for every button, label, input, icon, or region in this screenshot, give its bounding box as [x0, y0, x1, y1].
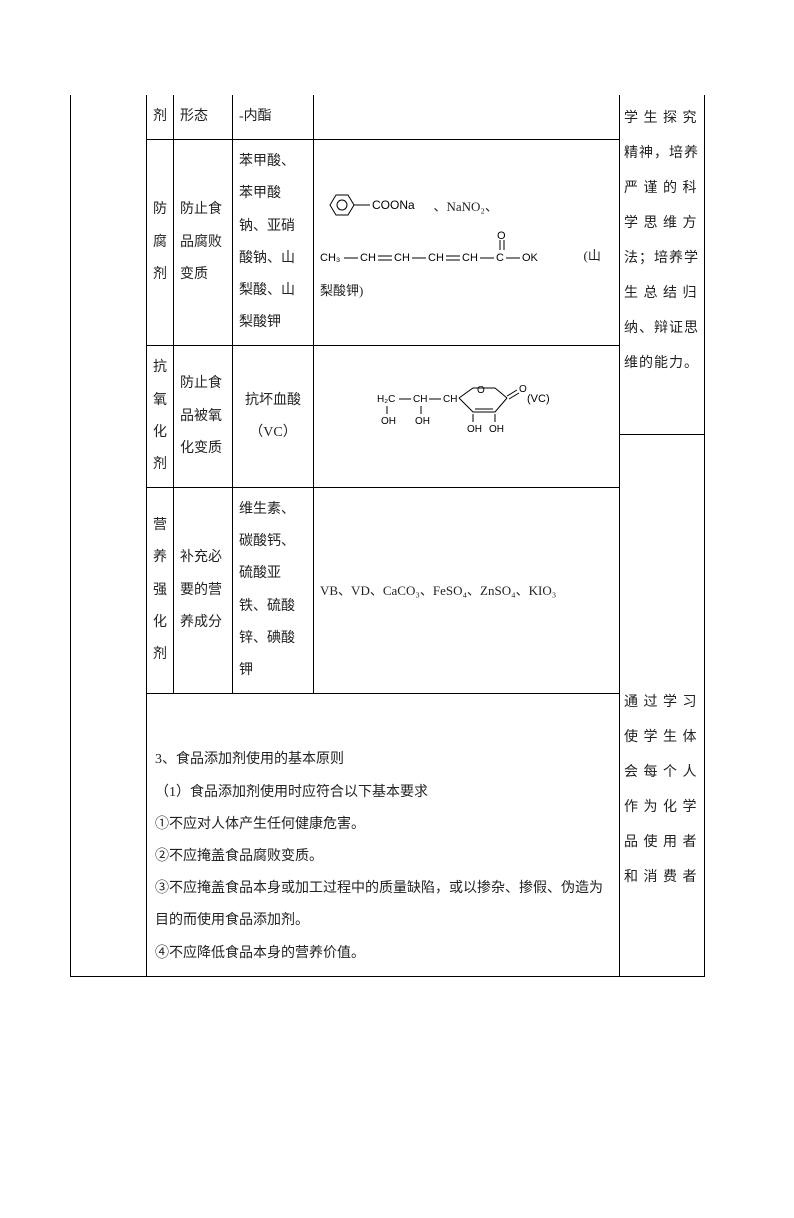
svg-text:O: O [519, 384, 527, 395]
outer-layout-table: 剂 形态 -内酯 防腐剂 防止食品腐败变质 苯甲酸、苯甲酸钠、亚硝酸钠、山梨酸、… [70, 95, 705, 977]
cell-examples: 抗坏血酸（VC） [233, 346, 314, 488]
svg-text:O: O [477, 385, 485, 396]
svg-text:OK: OK [522, 252, 539, 264]
outer-main-cell: 剂 形态 -内酯 防腐剂 防止食品腐败变质 苯甲酸、苯甲酸钠、亚硝酸钠、山梨酸、… [147, 95, 620, 976]
svg-text:OH: OH [415, 416, 430, 427]
svg-text:CH: CH [462, 252, 478, 264]
cell-function: 形态 [174, 95, 233, 140]
principle-item: ④不应降低食品本身的营养价值。 [155, 938, 611, 970]
section-basic-principles: 3、食品添加剂使用的基本原则 （1）食品添加剂使用时应符合以下基本要求 ①不应对… [147, 694, 619, 976]
svg-text:CH: CH [428, 252, 444, 264]
right-notes-text: 学 生 探 究精神，培养严 谨 的 科学 思 维 方法；培养学生 总 结 归纳、… [624, 111, 699, 371]
cell-examples: -内酯 [233, 95, 314, 140]
svg-text:CH: CH [360, 252, 376, 264]
text-nano2: 、NaNO₂、 [434, 199, 498, 214]
cell-function: 防止食品被氧化变质 [174, 346, 233, 488]
cell-examples: 苯甲酸、苯甲酸钠、亚硝酸钠、山梨酸、山梨酸钾 [233, 140, 314, 346]
svg-text:OH: OH [467, 424, 482, 435]
table-row: 防腐剂 防止食品腐败变质 苯甲酸、苯甲酸钠、亚硝酸钠、山梨酸、山梨酸钾 [147, 140, 619, 346]
cell-category-preservative: 防腐剂 [147, 140, 174, 346]
additive-classification-table: 剂 形态 -内酯 防腐剂 防止食品腐败变质 苯甲酸、苯甲酸钠、亚硝酸钠、山梨酸、… [147, 95, 619, 694]
svg-text:CH: CH [443, 394, 457, 405]
section-title: 3、食品添加剂使用的基本原则 [155, 744, 611, 776]
right-notes-cell-1: 学 生 探 究精神，培养严 谨 的 科学 思 维 方法；培养学生 总 结 归纳、… [620, 95, 705, 434]
table-row: 剂 形态 -内酯 [147, 95, 619, 140]
label-coona: COONa [372, 198, 415, 212]
svg-text:OH: OH [381, 416, 396, 427]
cell-text: 抗氧化剂 [153, 360, 167, 472]
cell-examples: 维生素、碳酸钙、硫酸亚铁、硫酸锌、碘酸钾 [233, 488, 314, 694]
cell-function: 防止食品腐败变质 [174, 140, 233, 346]
table-row: 抗氧化剂 防止食品被氧化变质 抗坏血酸（VC） H₂C CH CH [147, 346, 619, 488]
svg-text:O: O [497, 231, 506, 242]
svg-text:(VC): (VC) [527, 393, 550, 405]
cell-formula-preservative: COONa 、NaNO₂、 CH₃ CH [314, 140, 620, 346]
structure-ascorbic-icon: H₂C CH CH OH OH [377, 380, 557, 453]
principle-item: ①不应对人体产生任何健康危害。 [155, 809, 611, 841]
page: 剂 形态 -内酯 防腐剂 防止食品腐败变质 苯甲酸、苯甲酸钠、亚硝酸钠、山梨酸、… [0, 95, 794, 1218]
cell-category-antioxidant: 抗氧化剂 [147, 346, 174, 488]
structure-benzoate-icon: COONa [320, 185, 430, 231]
cell-formula [314, 95, 620, 140]
principle-item: ②不应掩盖食品腐败变质。 [155, 841, 611, 873]
cell-category: 剂 [147, 95, 174, 140]
cell-text: 营养强化剂 [153, 518, 167, 662]
cell-category-nutrition: 营养强化剂 [147, 488, 174, 694]
structure-sorbate-icon: CH₃ CH CH CH CH [320, 231, 580, 283]
svg-text:CH: CH [413, 394, 427, 405]
right-notes-cell-2: 通 过 学 习使 学 生 体会 每 个 人作 为 化 学品 使 用 者和 消 费… [620, 434, 705, 976]
svg-text:CH₃: CH₃ [320, 252, 340, 264]
table-row: 营养强化剂 补充必要的营养成分 维生素、碳酸钙、硫酸亚铁、硫酸锌、碘酸钾 VB、… [147, 488, 619, 694]
right-notes-text: 通 过 学 习使 学 生 体会 每 个 人作 为 化 学品 使 用 者和 消 费… [624, 695, 698, 885]
principle-item: ③不应掩盖食品本身或加工过程中的质量缺陷，或以掺杂、掺假、伪造为目的而使用食品添… [155, 873, 611, 937]
cell-formula-vc: H₂C CH CH OH OH [314, 346, 620, 488]
cell-text: 防腐剂 [153, 202, 167, 281]
svg-text:OH: OH [489, 424, 504, 435]
svg-text:H₂C: H₂C [377, 394, 395, 405]
svg-text:C: C [496, 252, 504, 264]
cell-function: 补充必要的营养成分 [174, 488, 233, 694]
section-sub1: （1）食品添加剂使用时应符合以下基本要求 [155, 777, 611, 809]
svg-text:CH: CH [394, 252, 410, 264]
cell-formula-nutrition: VB、VD、CaCO₃、FeSO₄、ZnSO₄、KIO₃ [314, 488, 620, 694]
outer-left-empty-cell [71, 95, 147, 976]
